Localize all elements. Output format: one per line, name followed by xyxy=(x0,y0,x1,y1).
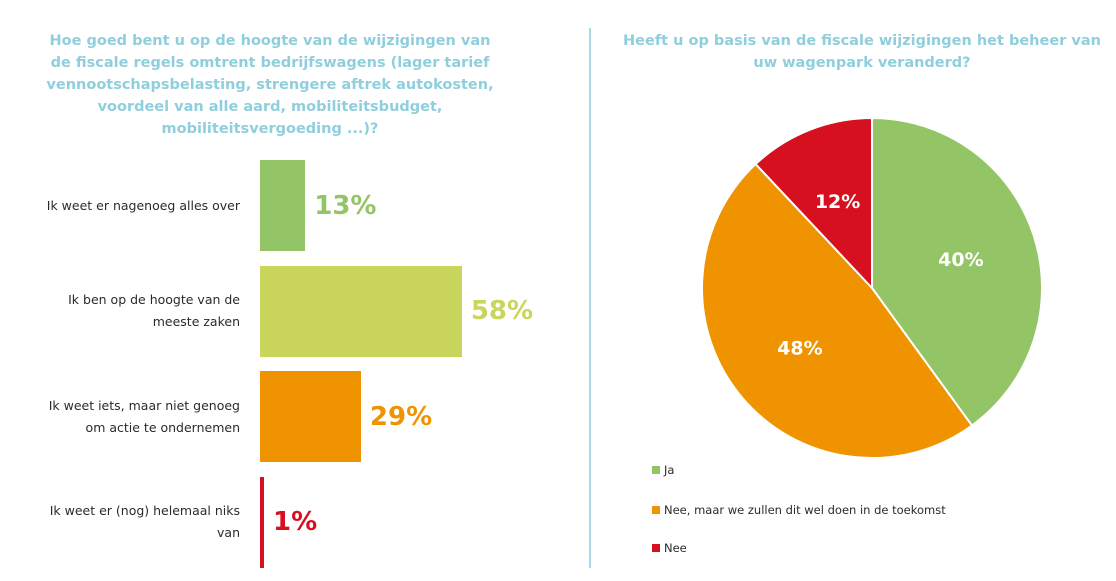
legend-label: Nee, maar we zullen dit wel doen in de t… xyxy=(664,503,946,517)
bar-category-label: Ik weet er (nog) helemaal niks van xyxy=(49,503,240,540)
pie-slice-label: 40% xyxy=(938,249,983,271)
bar-value-label: 13% xyxy=(314,190,377,221)
pie-slice xyxy=(754,116,873,291)
panel-divider xyxy=(589,28,591,568)
bar-category-label: Ik weet iets, maar niet genoeg om actie … xyxy=(48,397,240,435)
legend-label: Ja xyxy=(664,463,675,477)
bar-value-label: 29% xyxy=(369,401,433,432)
legend-item: Nee xyxy=(652,541,687,555)
bar xyxy=(260,476,264,568)
bar-value-label: 1% xyxy=(273,507,318,537)
legend-swatch xyxy=(652,506,660,514)
bar-value-label: 58% xyxy=(470,296,534,326)
pie-slice xyxy=(871,116,1043,427)
bar-chart-title: Hoe goed bent u op de hoogte van de wijz… xyxy=(46,33,494,137)
pie-chart-panel: Heeft u op basis van de fiscale wijzigin… xyxy=(592,0,1116,581)
bar-category-label: Ik weet er nagenoeg alles over xyxy=(46,197,240,213)
legend-swatch xyxy=(652,466,660,474)
pie-slice-label: 12% xyxy=(815,191,860,213)
pie-slice-label: 48% xyxy=(777,338,822,360)
legend-swatch xyxy=(652,544,660,552)
pie-chart: 40% 48% 12% xyxy=(701,116,1043,459)
bar xyxy=(260,160,306,251)
bar xyxy=(260,371,361,462)
legend-item: Ja xyxy=(652,463,674,477)
bar-category-label: Ik ben op de hoogte van de meeste zaken xyxy=(68,292,240,329)
legend-item: Nee, maar we zullen dit wel doen in de t… xyxy=(652,503,946,517)
bar xyxy=(260,265,462,357)
legend-label: Nee xyxy=(664,541,687,555)
pie-chart-title: Heeft u op basis van de fiscale wijzigin… xyxy=(623,33,1101,71)
pie-slice xyxy=(701,162,974,459)
bar-chart-panel: Hoe goed bent u op de hoogte van de wijz… xyxy=(46,33,534,568)
